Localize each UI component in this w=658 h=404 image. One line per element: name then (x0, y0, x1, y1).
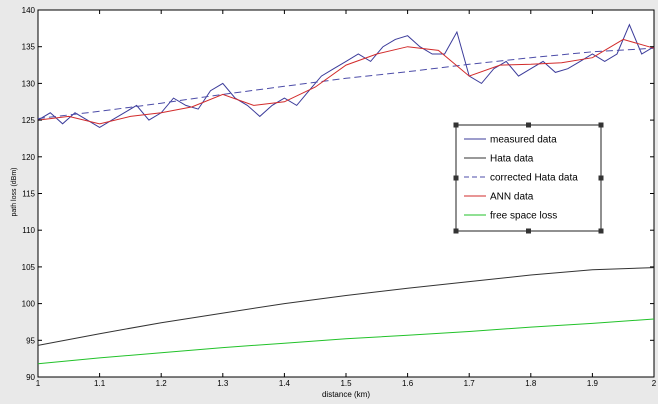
series-line-free-space-loss (37, 318, 655, 365)
legend-label-free-space-loss: free space loss (490, 211, 557, 222)
y-tick-label: 125 (22, 116, 36, 125)
series-layer (37, 23, 655, 365)
y-tick-label: 120 (22, 153, 36, 162)
x-tick-label: 1.8 (525, 379, 537, 388)
legend-resize-handle[interactable] (598, 122, 604, 128)
legend-resize-handle[interactable] (598, 175, 604, 181)
legend-label-hata-data: Hata data (490, 154, 534, 165)
x-axis-label: distance (km) (322, 390, 370, 399)
x-tick-label: 1.5 (340, 379, 352, 388)
series-line-measured-data (37, 23, 655, 128)
legend-label-corrected-hata-data: corrected Hata data (490, 173, 578, 184)
series-line-ann-data (37, 38, 655, 125)
x-tick-label: 1 (36, 379, 41, 388)
y-tick-label: 95 (26, 336, 35, 345)
x-tick-label: 1.4 (279, 379, 291, 388)
legend-resize-handle[interactable] (453, 228, 459, 234)
series-line-corrected-hata-data (37, 47, 655, 120)
legend[interactable]: measured data Hata data corrected Hata dat… (453, 122, 604, 234)
y-tick-label: 100 (22, 300, 36, 309)
y-tick-label: 130 (22, 79, 36, 88)
legend-resize-handle[interactable] (453, 122, 459, 128)
legend-resize-handle[interactable] (526, 122, 531, 128)
y-tick-label: 110 (22, 226, 35, 235)
x-tick-label: 1.6 (402, 379, 414, 388)
legend-resize-handle[interactable] (598, 228, 604, 234)
y-tick-label: 90 (26, 373, 35, 382)
y-tick-label: 140 (22, 6, 36, 15)
legend-resize-handle[interactable] (526, 228, 531, 234)
legend-box[interactable] (455, 124, 602, 232)
legend-resize-handle[interactable] (453, 175, 459, 181)
x-tick-label: 1.1 (94, 379, 106, 388)
x-tick-label: 1.3 (217, 379, 229, 388)
legend-label-measured-data: measured data (490, 135, 557, 146)
axis-ticks: 1 1.1 1.2 1.3 1.4 1.5 1.6 1.7 1.8 1.9 2 90 95 100 105 1… (22, 6, 657, 388)
series-line-hata-data (37, 267, 655, 346)
y-tick-label: 135 (22, 43, 36, 52)
y-tick-label: 115 (22, 190, 35, 199)
y-tick-label: 105 (22, 263, 36, 272)
x-tick-label: 1.9 (587, 379, 599, 388)
x-tick-label: 1.2 (156, 379, 168, 388)
x-tick-label: 1.7 (464, 379, 476, 388)
x-tick-label: 2 (652, 379, 657, 388)
legend-label-ann-data: ANN data (490, 192, 534, 203)
y-axis-label: path loss (dBm) (11, 167, 18, 216)
